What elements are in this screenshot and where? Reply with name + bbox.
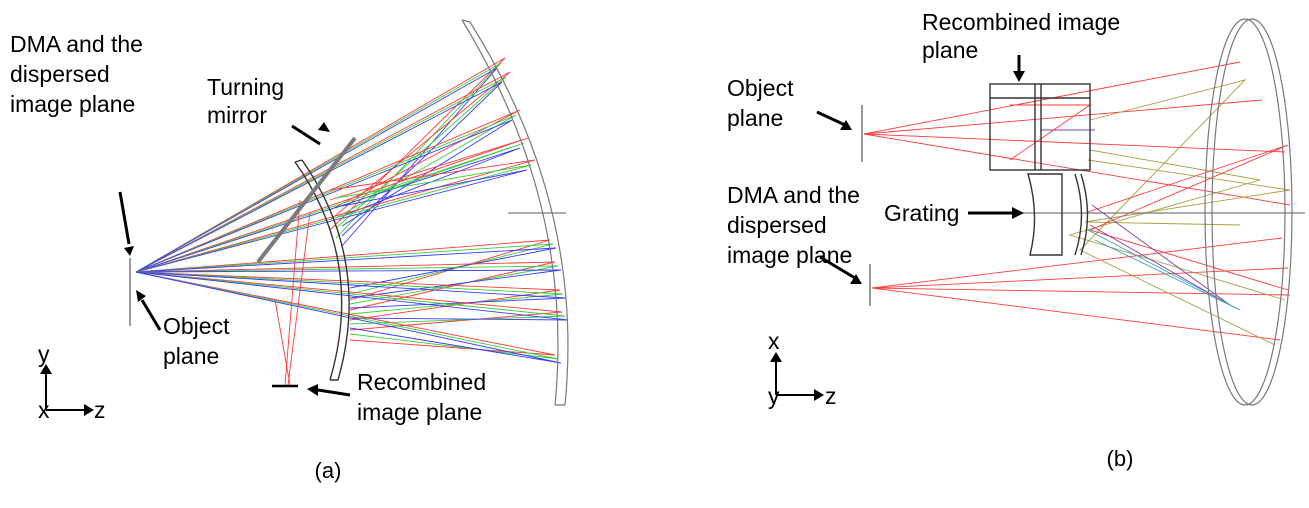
ray-a-lower (135, 271, 567, 309)
axes-triad-a: y x z (38, 341, 106, 423)
axis-y-label-a: y (38, 341, 50, 367)
axes-triad-b: x y z (768, 328, 837, 409)
recomb-label-a-1: Recombined (357, 369, 486, 395)
ray-a-upper (135, 159, 536, 273)
ray-a-upper (135, 137, 529, 273)
grating-b (1027, 173, 1089, 256)
ray-a-recomb (287, 211, 311, 386)
axis-z-label-b: z (825, 383, 837, 409)
ray-b-dma (871, 287, 1281, 341)
object-label-b-1: Object (727, 75, 794, 101)
ray-a-upper (135, 114, 517, 273)
ray-a-lower (135, 265, 559, 305)
ray-b-object (863, 99, 1263, 135)
callout-arrows-a (118, 122, 351, 397)
ray-a-lower (135, 239, 551, 301)
ray-a-lower (135, 271, 566, 325)
grating-a (294, 159, 350, 381)
dma-label-a-1: DMA and the (10, 31, 143, 57)
primary-mirror-a (461, 19, 569, 406)
ray-a-upper (135, 147, 521, 273)
caption-a: (a) (315, 458, 342, 483)
ray-b-prism (1009, 104, 1092, 161)
panel-a: DMA and the dispersed image plane Turnin… (10, 19, 569, 483)
object-label-a-2: plane (163, 343, 219, 369)
grating-label-b: Grating (884, 200, 959, 226)
ray-a-lower (135, 271, 564, 315)
dma-label-b-1: DMA and the (727, 182, 860, 208)
ray-b-zigzag (1087, 229, 1241, 311)
prism-block-b (989, 83, 1091, 171)
ray-b-dma (871, 287, 1291, 296)
ray-b-zigzag (1089, 204, 1231, 306)
dma-label-a-2: dispersed (10, 61, 110, 87)
ray-a-lower (135, 271, 563, 331)
primary-mirror-b-back (1211, 18, 1293, 406)
axis-x-label-b: x (768, 328, 780, 354)
recomb-label-b-1: Recombined image (922, 9, 1120, 35)
ray-b-object (863, 133, 1286, 153)
turning-mirror-a (256, 136, 357, 264)
caption-b: (b) (1107, 446, 1134, 471)
ray-a-lower (135, 247, 557, 289)
ray-b-zigzag (1084, 159, 1291, 226)
ray-a-lower (135, 269, 562, 299)
recomb-label-a-2: image plane (357, 399, 482, 425)
axis-origin-label-b: y (768, 383, 780, 409)
axis-origin-label-a: x (38, 397, 50, 423)
axis-z-label-a: z (94, 397, 106, 423)
ray-a-upper (135, 76, 507, 273)
panel-b: Recombined image plane Object plane Grat… (727, 9, 1305, 471)
object-label-b-2: plane (727, 105, 783, 131)
ray-a-lower (135, 271, 562, 364)
recomb-label-b-2: plane (922, 37, 978, 63)
ray-b-dma (871, 237, 1283, 289)
ray-a-lower (135, 243, 554, 295)
ray-b-zigzag (1079, 79, 1276, 346)
ray-b-dma (871, 267, 1289, 289)
ray-a-upper (135, 81, 503, 273)
ray-a-upper (135, 119, 513, 273)
ray-a-upper (135, 71, 511, 273)
ray-a-upper (135, 57, 506, 273)
ray-a-lower (135, 271, 561, 321)
turning-label-a-2: mirror (207, 102, 267, 128)
ray-a-lower (135, 261, 556, 311)
object-label-a-1: Object (163, 313, 230, 339)
ray-b-zigzag (1087, 144, 1289, 291)
callout-arrows-b (816, 55, 1025, 284)
ray-trace-a (135, 57, 569, 386)
ray-a-upper (135, 169, 528, 273)
ray-a-upper (135, 109, 521, 273)
ray-a-recomb (274, 299, 291, 386)
ray-a-lower (135, 271, 569, 321)
ray-a-upper (135, 142, 525, 273)
dma-label-b-3: image plane (727, 242, 852, 268)
ray-trace-b (863, 61, 1291, 346)
dma-label-a-3: image plane (10, 91, 135, 117)
turning-label-a-1: Turning (207, 74, 284, 100)
primary-mirror-b (1204, 18, 1286, 406)
ray-a-upper (135, 164, 532, 273)
dma-label-b-2: dispersed (727, 212, 827, 238)
ray-a-lower (135, 271, 556, 356)
ray-a-recomb (284, 199, 301, 386)
